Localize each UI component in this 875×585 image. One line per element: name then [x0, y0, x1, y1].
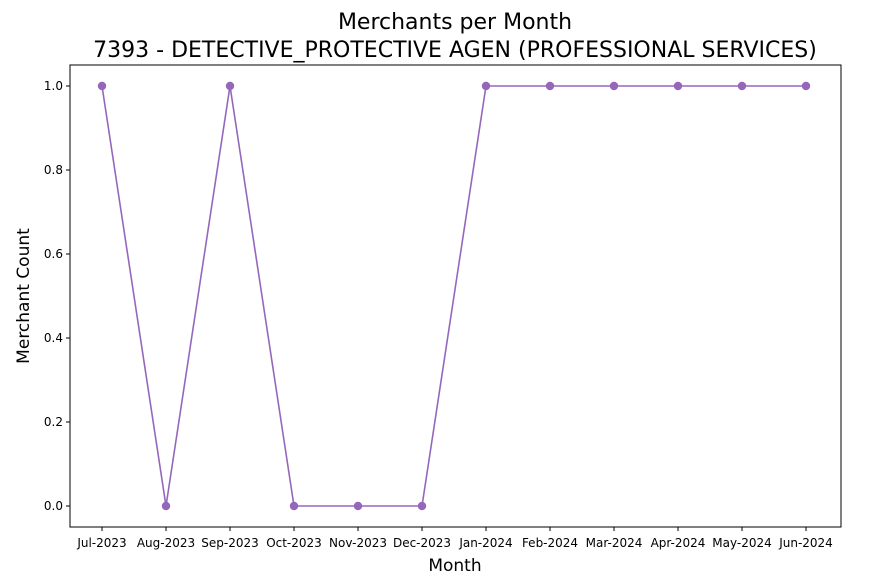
x-tick-label: Feb-2024 — [522, 536, 578, 550]
x-tick-label: Sep-2023 — [201, 536, 259, 550]
data-point — [417, 501, 427, 511]
data-point — [609, 81, 619, 91]
y-tick-label: 0.8 — [44, 163, 63, 177]
x-tick-label: Apr-2024 — [651, 536, 706, 550]
x-tick-label: Jan-2024 — [458, 536, 512, 550]
x-tick-label: Dec-2023 — [393, 536, 451, 550]
x-tick-label: Jul-2023 — [76, 536, 126, 550]
y-axis-label: Merchant Count — [14, 228, 34, 364]
chart-subtitle: 7393 - DETECTIVE_PROTECTIVE AGEN (PROFES… — [93, 38, 817, 63]
x-tick-label: Jun-2024 — [778, 536, 833, 550]
series — [97, 81, 811, 511]
data-point — [801, 81, 811, 91]
x-tick-label: Oct-2023 — [266, 536, 322, 550]
y-tick-label: 0.2 — [44, 415, 63, 429]
x-axis-label: Month — [428, 556, 481, 576]
y-tick-label: 0.6 — [44, 247, 63, 261]
data-point — [481, 81, 491, 91]
x-tick-label: Nov-2023 — [329, 536, 387, 550]
x-axis: Jul-2023 Aug-2023 Sep-2023 Oct-2023 Nov-2023… — [76, 527, 833, 550]
data-point — [353, 501, 363, 511]
data-point — [673, 81, 683, 91]
data-point — [737, 81, 747, 91]
chart-title: Merchants per Month — [338, 10, 572, 35]
data-point — [289, 501, 299, 511]
y-tick-label: 1.0 — [44, 79, 63, 93]
y-tick-label: 0.4 — [44, 331, 63, 345]
y-tick-label: 0.0 — [44, 499, 63, 513]
data-point — [545, 81, 555, 91]
x-tick-label: May-2024 — [712, 536, 771, 550]
y-axis: 0.0 0.2 0.4 0.6 0.8 1.0 — [44, 79, 70, 513]
data-point — [161, 501, 171, 511]
plot-area — [69, 64, 842, 528]
x-tick-label: Mar-2024 — [586, 536, 643, 550]
data-point — [97, 81, 107, 91]
series-line — [101, 85, 806, 507]
data-point — [225, 81, 235, 91]
x-tick-label: Aug-2023 — [137, 536, 195, 550]
